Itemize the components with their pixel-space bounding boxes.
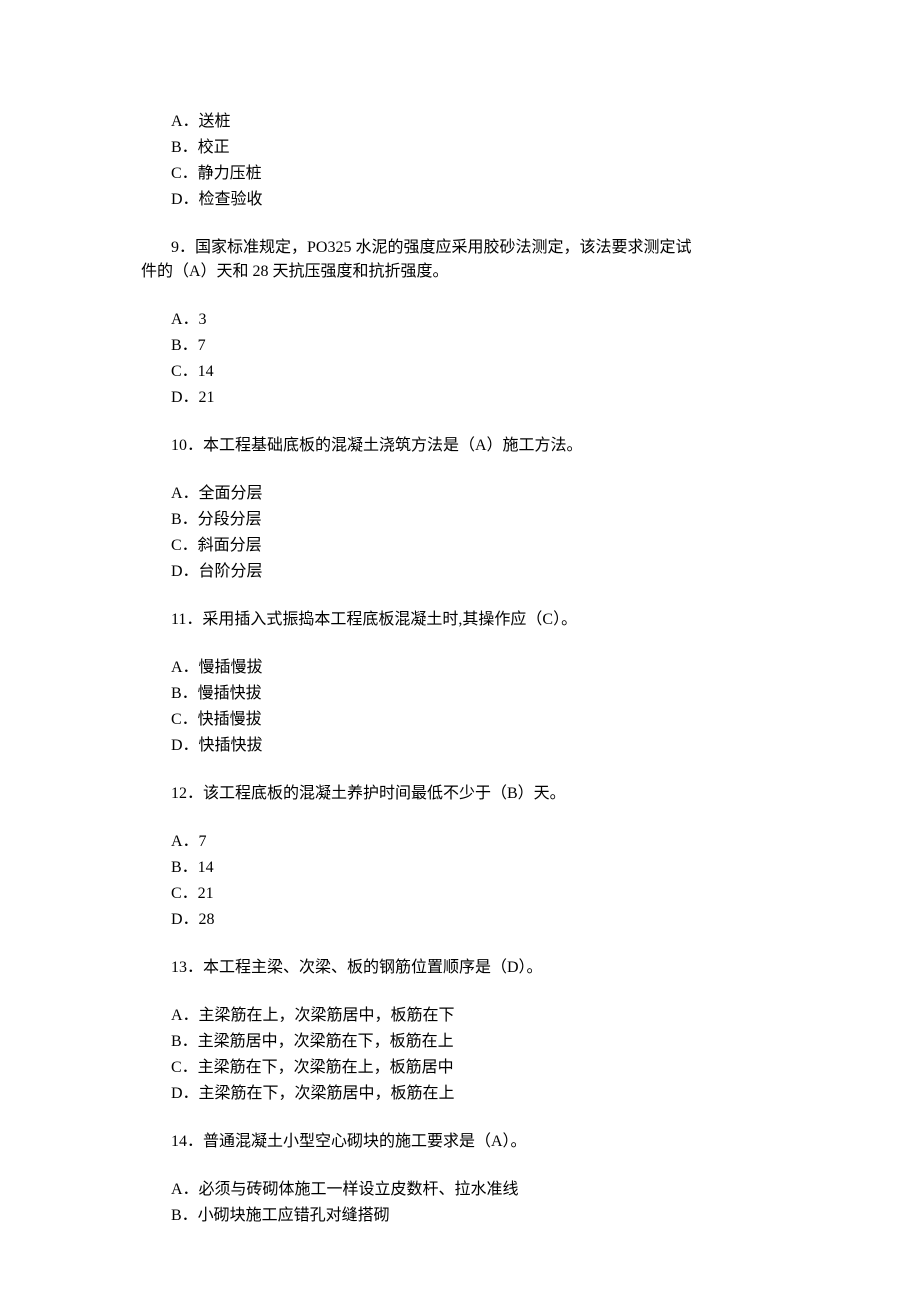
q12-options: A．7 B．14 C．21 D．28 <box>171 830 825 932</box>
q11-option-a: A．慢插慢拔 <box>171 656 825 680</box>
q8-option-b: B．校正 <box>171 136 825 160</box>
q11-option-c: C．快插慢拔 <box>171 708 825 732</box>
q13-option-d: D．主梁筋在下，次梁筋居中，板筋在上 <box>171 1082 825 1106</box>
q11-option-b: B．慢插快拔 <box>171 682 825 706</box>
q14-options: A．必须与砖砌体施工一样设立皮数杆、拉水准线 B．小砌块施工应错孔对缝搭砌 <box>171 1178 825 1228</box>
q12-option-d: D．28 <box>171 908 825 932</box>
q14-option-a: A．必须与砖砌体施工一样设立皮数杆、拉水准线 <box>171 1178 825 1202</box>
q13-option-c: C．主梁筋在下，次梁筋在上，板筋居中 <box>171 1056 825 1080</box>
q10-options: A．全面分层 B．分段分层 C．斜面分层 D．台阶分层 <box>171 482 825 584</box>
q10-question: 10．本工程基础底板的混凝土浇筑方法是（A）施工方法。 <box>95 434 825 458</box>
q9-line2: 件的（A）天和 28 天抗压强度和抗折强度。 <box>95 260 825 284</box>
q9-option-d: D．21 <box>171 386 825 410</box>
q14-option-b: B．小砌块施工应错孔对缝搭砌 <box>171 1204 825 1228</box>
q9-option-a: A．3 <box>171 308 825 332</box>
q9-option-b: B．7 <box>171 334 825 358</box>
q12-option-c: C．21 <box>171 882 825 906</box>
q8-option-d: D．检查验收 <box>171 188 825 212</box>
q9-options: A．3 B．7 C．14 D．21 <box>171 308 825 410</box>
q8-options: A．送桩 B．校正 C．静力压桩 D．检查验收 <box>171 110 825 212</box>
q13-option-b: B．主梁筋居中，次梁筋在下，板筋在上 <box>171 1030 825 1054</box>
q14-question: 14．普通混凝土小型空心砌块的施工要求是（A）。 <box>95 1130 825 1154</box>
q10-option-a: A．全面分层 <box>171 482 825 506</box>
q9-line1: 9．国家标准规定，PO325 水泥的强度应采用胶砂法测定，该法要求测定试 <box>95 236 825 260</box>
q11-option-d: D．快插快拔 <box>171 734 825 758</box>
q10-option-d: D．台阶分层 <box>171 560 825 584</box>
q10-option-c: C．斜面分层 <box>171 534 825 558</box>
q8-option-a: A．送桩 <box>171 110 825 134</box>
q11-question: 11．采用插入式振捣本工程底板混凝土时,其操作应（C）。 <box>95 608 825 632</box>
q13-option-a: A．主梁筋在上，次梁筋居中，板筋在下 <box>171 1004 825 1028</box>
q8-option-c: C．静力压桩 <box>171 162 825 186</box>
q11-options: A．慢插慢拔 B．慢插快拔 C．快插慢拔 D．快插快拔 <box>171 656 825 758</box>
q12-question: 12．该工程底板的混凝土养护时间最低不少于（B）天。 <box>95 782 825 806</box>
q13-question: 13．本工程主梁、次梁、板的钢筋位置顺序是（D）。 <box>95 956 825 980</box>
q9-question: 9．国家标准规定，PO325 水泥的强度应采用胶砂法测定，该法要求测定试 件的（… <box>95 236 825 284</box>
q10-option-b: B．分段分层 <box>171 508 825 532</box>
q12-option-a: A．7 <box>171 830 825 854</box>
q12-option-b: B．14 <box>171 856 825 880</box>
q13-options: A．主梁筋在上，次梁筋居中，板筋在下 B．主梁筋居中，次梁筋在下，板筋在上 C．… <box>171 1004 825 1106</box>
q9-option-c: C．14 <box>171 360 825 384</box>
